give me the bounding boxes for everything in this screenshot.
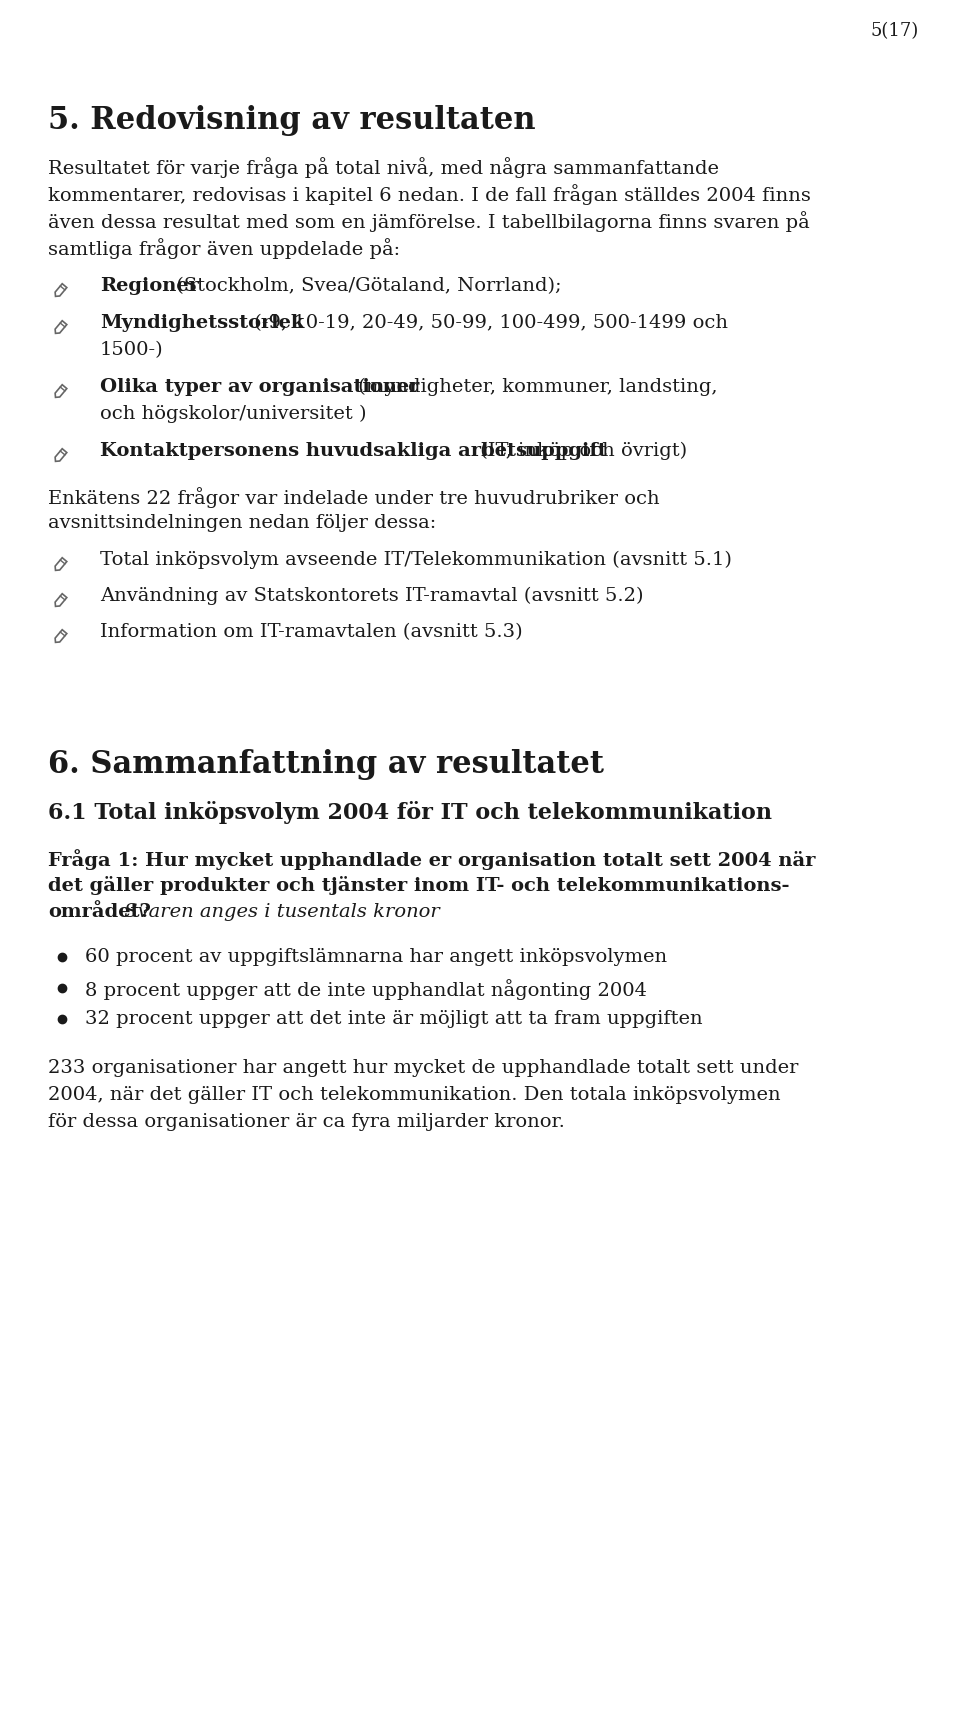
Text: Information om IT-ramavtalen (avsnitt 5.3): Information om IT-ramavtalen (avsnitt 5.… bbox=[100, 623, 522, 640]
Text: 6. Sammanfattning av resultatet: 6. Sammanfattning av resultatet bbox=[48, 749, 604, 780]
Text: och högskolor/universitet ): och högskolor/universitet ) bbox=[100, 405, 367, 424]
Text: avsnittsindelningen nedan följer dessa:: avsnittsindelningen nedan följer dessa: bbox=[48, 513, 436, 532]
Text: Enkätens 22 frågor var indelade under tre huvudrubriker och: Enkätens 22 frågor var indelade under tr… bbox=[48, 488, 660, 508]
Text: (IT, inköp och övrigt): (IT, inköp och övrigt) bbox=[474, 441, 687, 460]
Text: 1500-): 1500-) bbox=[100, 342, 163, 359]
Text: Kontaktpersonens huvudsakliga arbetsuppgift: Kontaktpersonens huvudsakliga arbetsuppg… bbox=[100, 441, 607, 460]
Text: för dessa organisationer är ca fyra miljarder kronor.: för dessa organisationer är ca fyra milj… bbox=[48, 1113, 564, 1132]
Text: 60 procent av uppgiftslämnarna har angett inköpsvolymen: 60 procent av uppgiftslämnarna har anget… bbox=[85, 948, 667, 967]
Text: samtliga frågor även uppdelade på:: samtliga frågor även uppdelade på: bbox=[48, 239, 400, 259]
Text: 2004, när det gäller IT och telekommunikation. Den totala inköpsvolymen: 2004, när det gäller IT och telekommunik… bbox=[48, 1085, 780, 1104]
Text: 5(17): 5(17) bbox=[870, 22, 919, 39]
Text: Resultatet för varje fråga på total nivå, med några sammanfattande: Resultatet för varje fråga på total nivå… bbox=[48, 156, 719, 179]
Text: (Stockholm, Svea/Götaland, Norrland);: (Stockholm, Svea/Götaland, Norrland); bbox=[170, 276, 562, 295]
Text: Myndighetsstorlek: Myndighetsstorlek bbox=[100, 314, 304, 331]
Text: 8 procent uppger att de inte upphandlat någonting 2004: 8 procent uppger att de inte upphandlat … bbox=[85, 979, 647, 999]
Text: (myndigheter, kommuner, landsting,: (myndigheter, kommuner, landsting, bbox=[352, 378, 718, 397]
Text: Regioner: Regioner bbox=[100, 276, 199, 295]
Text: det gäller produkter och tjänster inom IT- och telekommunikations-: det gäller produkter och tjänster inom I… bbox=[48, 876, 789, 895]
Text: 6.1 Total inköpsvolym 2004 för IT och telekommunikation: 6.1 Total inköpsvolym 2004 för IT och te… bbox=[48, 802, 772, 824]
Text: Total inköpsvolym avseende IT/Telekommunikation (avsnitt 5.1): Total inköpsvolym avseende IT/Telekommun… bbox=[100, 551, 732, 570]
Text: kommentarer, redovisas i kapitel 6 nedan. I de fall frågan ställdes 2004 finns: kommentarer, redovisas i kapitel 6 nedan… bbox=[48, 184, 811, 204]
Text: Användning av Statskontorets IT-ramavtal (avsnitt 5.2): Användning av Statskontorets IT-ramavtal… bbox=[100, 587, 643, 606]
Text: 5. Redovisning av resultaten: 5. Redovisning av resultaten bbox=[48, 105, 536, 136]
Text: Olika typer av organisationer: Olika typer av organisationer bbox=[100, 378, 420, 397]
Text: (-9, 10-19, 20-49, 50-99, 100-499, 500-1499 och: (-9, 10-19, 20-49, 50-99, 100-499, 500-1… bbox=[248, 314, 728, 331]
Text: Svaren anges i tusentals kronor: Svaren anges i tusentals kronor bbox=[117, 903, 440, 920]
Text: området?: området? bbox=[48, 903, 151, 920]
Text: 32 procent uppger att det inte är möjligt att ta fram uppgiften: 32 procent uppger att det inte är möjlig… bbox=[85, 1010, 703, 1028]
Text: 233 organisationer har angett hur mycket de upphandlade totalt sett under: 233 organisationer har angett hur mycket… bbox=[48, 1059, 799, 1077]
Text: även dessa resultat med som en jämförelse. I tabellbilagorna finns svaren på: även dessa resultat med som en jämförels… bbox=[48, 211, 809, 232]
Text: Fråga 1: Hur mycket upphandlade er organisation totalt sett 2004 när: Fråga 1: Hur mycket upphandlade er organ… bbox=[48, 848, 815, 871]
